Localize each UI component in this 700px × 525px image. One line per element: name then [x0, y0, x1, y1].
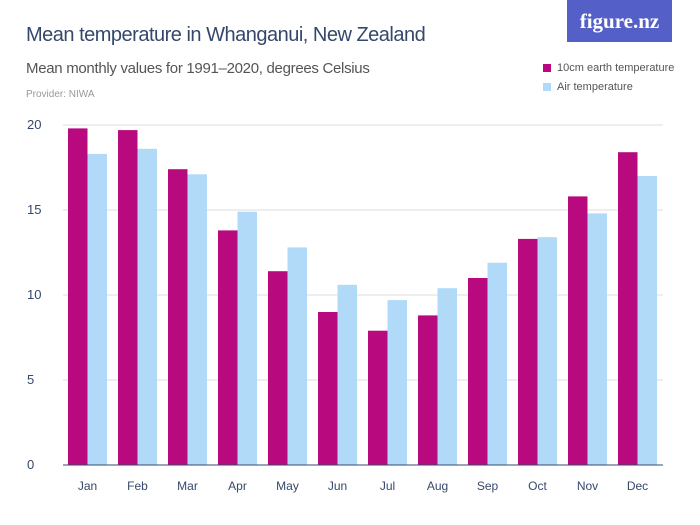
bar-earth — [68, 128, 88, 465]
y-tick-label: 15 — [27, 202, 41, 217]
x-tick-label: Nov — [577, 479, 598, 493]
y-tick-label: 5 — [27, 372, 34, 387]
chart-subtitle: Mean monthly values for 1991–2020, degre… — [26, 60, 370, 77]
bar-earth — [318, 312, 338, 465]
bar-air — [187, 174, 207, 466]
chart-title: Mean temperature in Whanganui, New Zeala… — [26, 24, 426, 46]
bar-air — [287, 247, 307, 465]
bar-air — [587, 213, 607, 465]
legend-item-earth: 10cm earth temperature — [543, 62, 674, 74]
provider-label: Provider: NIWA — [26, 89, 95, 100]
legend-swatch-air — [543, 83, 551, 91]
x-tick-label: Apr — [228, 479, 247, 493]
x-tick-label: Mar — [177, 479, 198, 493]
bar-air — [337, 284, 357, 465]
legend: 10cm earth temperature Air temperature — [543, 62, 674, 100]
x-tick-label: Oct — [528, 479, 547, 493]
bar-earth — [218, 230, 238, 465]
bar-air — [437, 288, 457, 465]
x-tick-label: Sep — [477, 479, 499, 493]
bar-earth — [518, 238, 538, 465]
bar-earth — [168, 169, 188, 465]
bar-air — [137, 148, 157, 466]
bar-earth — [568, 196, 588, 465]
bar-air — [387, 300, 407, 465]
bar-air — [537, 237, 557, 465]
legend-swatch-earth — [543, 64, 551, 72]
x-tick-label: Jan — [78, 479, 97, 493]
figure-nz-logo[interactable]: figure.nz — [567, 0, 672, 42]
bar-earth — [618, 152, 638, 465]
x-tick-label: Jul — [380, 479, 395, 493]
x-tick-label: Dec — [627, 479, 648, 493]
bar-earth — [468, 278, 488, 465]
y-tick-label: 0 — [27, 457, 34, 472]
x-tick-label: Feb — [127, 479, 148, 493]
bar-earth — [118, 130, 138, 465]
bar-air — [637, 176, 657, 465]
bar-earth — [368, 330, 388, 465]
legend-item-air: Air temperature — [543, 81, 674, 93]
bar-air — [87, 153, 107, 465]
bar-air — [487, 262, 507, 465]
legend-label-earth: 10cm earth temperature — [557, 62, 675, 74]
x-tick-label: Aug — [427, 479, 448, 493]
y-tick-label: 20 — [27, 117, 41, 132]
x-tick-label: Jun — [328, 479, 347, 493]
x-tick-label: May — [276, 479, 299, 493]
legend-label-air: Air temperature — [557, 81, 633, 93]
bar-air — [237, 211, 257, 465]
bar-earth — [268, 271, 288, 465]
y-tick-label: 10 — [27, 287, 41, 302]
bar-earth — [418, 315, 438, 465]
